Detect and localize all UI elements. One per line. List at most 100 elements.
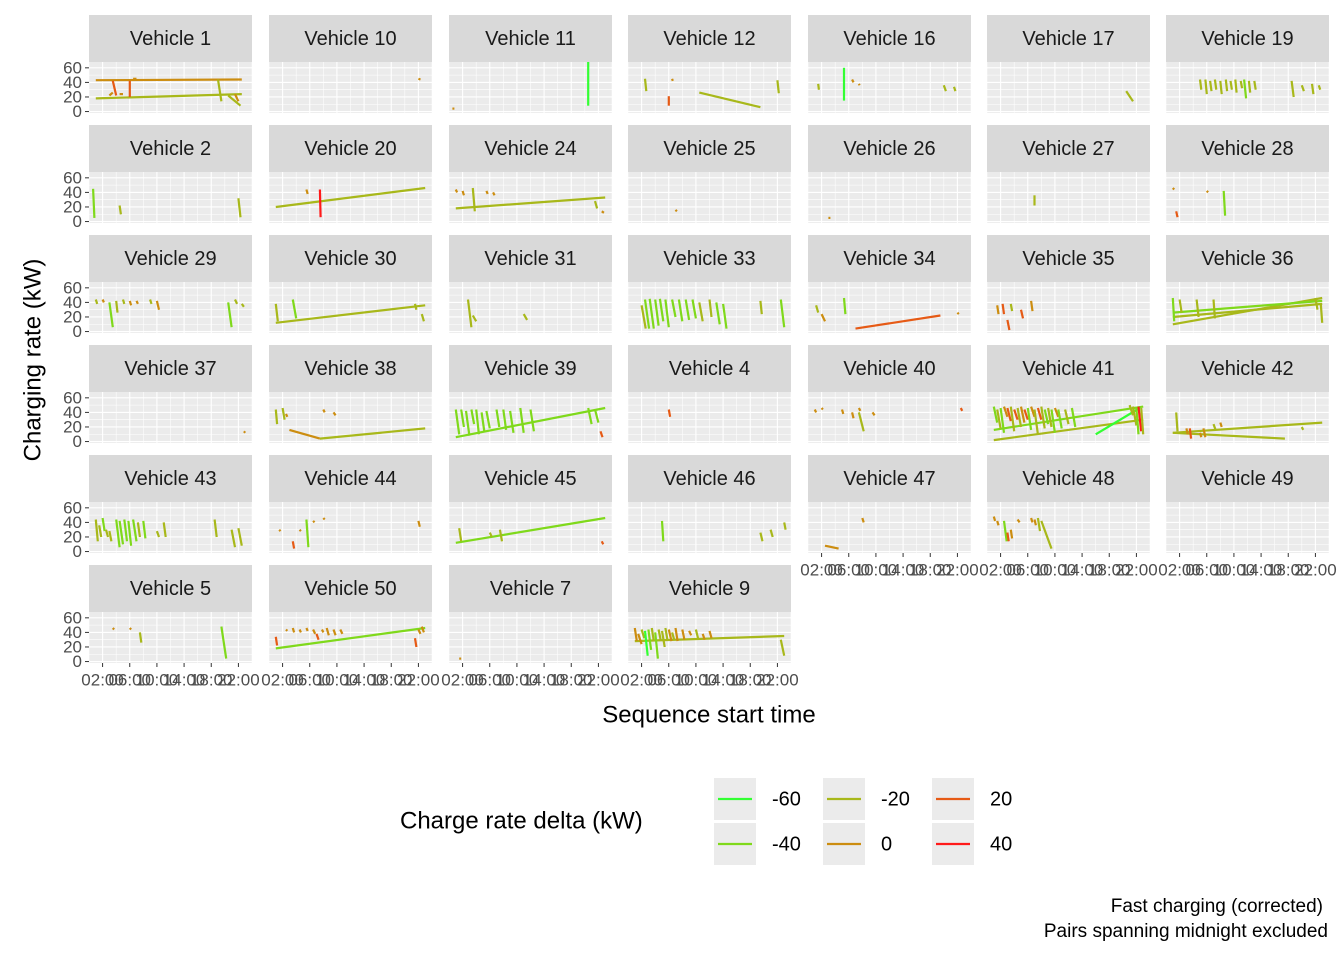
charge-segment	[281, 407, 286, 420]
charge-segment	[240, 303, 245, 308]
charge-segment	[1019, 406, 1026, 423]
facet-panel: Vehicle 37	[88, 345, 253, 443]
charge-segment	[1033, 519, 1037, 526]
charge-segment	[1175, 412, 1179, 432]
charge-segment	[593, 409, 600, 423]
charge-segment	[418, 77, 421, 81]
y-tick-label: 40	[63, 293, 82, 312]
charge-segment	[1175, 211, 1179, 218]
legend-label: -40	[772, 833, 801, 855]
y-tick-label: 20	[63, 87, 82, 106]
facet-strip	[628, 565, 791, 612]
charge-segment	[1188, 428, 1193, 439]
y-tick-label: 40	[63, 73, 82, 92]
charge-segment	[305, 627, 309, 632]
facet-strip	[89, 235, 252, 282]
facet-label: Vehicle 33	[663, 248, 755, 270]
x-tick-label: 22:00	[756, 670, 799, 689]
charge-segment	[458, 528, 463, 542]
facet-label: Vehicle 30	[304, 248, 396, 270]
charge-segment	[1202, 428, 1207, 438]
facet-label: Vehicle 46	[663, 468, 755, 490]
facet-label: Vehicle 24	[484, 138, 576, 160]
charge-segment	[471, 187, 476, 212]
charge-segment	[999, 407, 1006, 433]
facet-panel: Vehicle 1	[88, 15, 253, 113]
facet-label: Vehicle 1	[130, 28, 211, 50]
facet-panel: Vehicle 36	[1165, 235, 1330, 333]
facet-label: Vehicle 26	[843, 138, 935, 160]
charge-segment	[274, 303, 279, 322]
charge-segment	[634, 634, 785, 643]
facet-panel: Vehicle 19	[1165, 15, 1330, 113]
charge-segment	[820, 313, 826, 322]
facet-label: Vehicle 9	[669, 578, 750, 600]
charge-segment	[298, 629, 302, 633]
x-tick-label: 18:00	[370, 670, 413, 689]
x-tick-label: 10:00	[1213, 560, 1256, 579]
charge-segment	[322, 409, 326, 413]
charge-segment	[851, 412, 855, 419]
charge-segment	[660, 630, 666, 648]
charge-segment	[1009, 406, 1016, 432]
charge-segment	[671, 632, 676, 641]
charge-segment	[454, 409, 461, 435]
charge-segment	[1036, 517, 1042, 532]
charge-segment	[1317, 84, 1322, 91]
y-tick-label: 20	[63, 637, 82, 656]
x-tick-label: 18:00	[1088, 560, 1131, 579]
facet-strip	[449, 15, 612, 62]
facet-strip	[987, 15, 1150, 62]
facet-strip	[269, 235, 432, 282]
x-tick-label: 14:00	[343, 670, 386, 689]
y-tick-label: 20	[63, 417, 82, 436]
charge-segment	[1016, 407, 1023, 428]
charge-segment	[637, 633, 643, 645]
charge-segment	[529, 409, 535, 432]
charge-segment	[776, 80, 780, 94]
charge-segment	[275, 304, 426, 324]
y-tick-label: 40	[63, 403, 82, 422]
charge-segment	[480, 412, 486, 432]
facet-strip	[89, 565, 252, 612]
charge-segment	[291, 299, 298, 319]
facet-label: Vehicle 39	[484, 358, 576, 380]
charge-segment	[475, 409, 480, 435]
facet-panel: Vehicle 47	[807, 455, 972, 553]
facet-panel: Vehicle 28	[1165, 125, 1330, 223]
facet-panel: Vehicle 34	[807, 235, 972, 333]
facet-label: Vehicle 27	[1022, 138, 1114, 160]
charge-segment	[654, 632, 659, 659]
charge-segment	[519, 407, 525, 433]
facet-panel: Vehicle 25	[627, 125, 792, 223]
charge-segment	[654, 299, 660, 326]
charge-segment	[332, 629, 337, 636]
charge-segment	[1300, 84, 1305, 92]
charge-segment	[1006, 319, 1011, 331]
charge-segment	[237, 198, 242, 218]
charge-segment	[1019, 309, 1025, 319]
y-tick-label: 60	[63, 608, 82, 627]
axes: 0204060020406002040600204060020406002:00…	[63, 58, 1337, 689]
charge-segment	[701, 633, 706, 641]
x-tick-label: 22:00	[577, 670, 620, 689]
facet-label: Vehicle 36	[1201, 248, 1293, 270]
charge-segment	[660, 520, 665, 542]
charge-segment	[234, 299, 239, 305]
facet-strip	[269, 455, 432, 502]
y-tick-label: 0	[73, 322, 82, 341]
charge-segment	[1057, 409, 1063, 429]
facet-label: Vehicle 2	[130, 138, 211, 160]
facet-panel: Vehicle 11	[448, 15, 613, 113]
x-tick-label: 02:00	[1158, 560, 1201, 579]
facet-label: Vehicle 19	[1201, 28, 1293, 50]
charge-segment	[101, 517, 106, 532]
facet-strip	[808, 235, 971, 282]
charge-segment	[1205, 190, 1209, 194]
charge-segment	[136, 522, 141, 538]
facet-panel: Vehicle 26	[807, 125, 972, 223]
charge-segment	[216, 79, 223, 102]
facet-strip	[808, 125, 971, 172]
charge-segment	[320, 629, 325, 633]
y-tick-label: 60	[63, 388, 82, 407]
